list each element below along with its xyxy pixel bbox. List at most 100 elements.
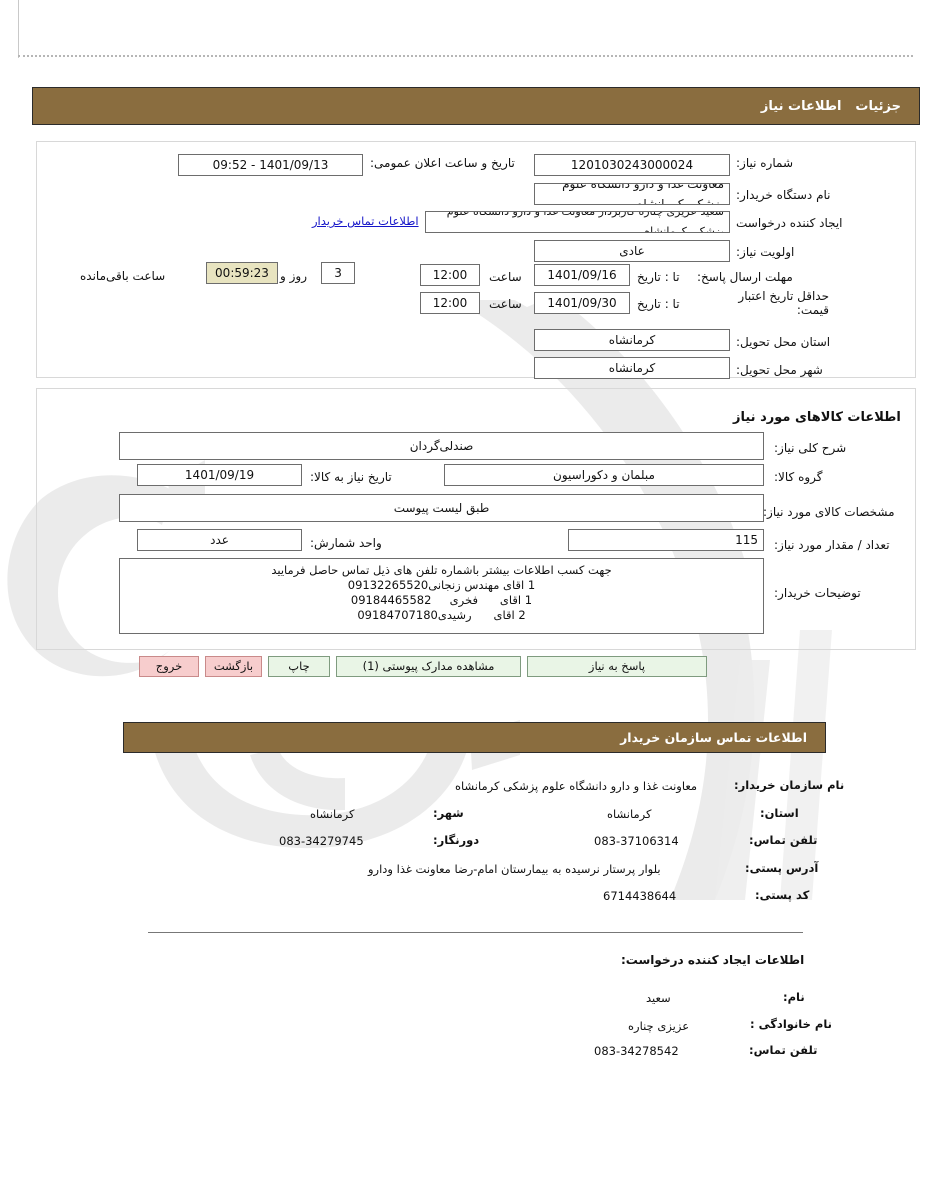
creator-first-name-label: نام: [783, 990, 805, 1004]
validity-date-value: 1401/09/30 [534, 292, 630, 314]
contact-province-label: استان: [760, 806, 799, 820]
remaining-hours-label: ساعت باقی‌مانده [80, 269, 166, 283]
spec-label-wrap: مشخصات کالای مورد نیاز: [763, 505, 895, 519]
goods-spec-value: طبق لیست پیوست [119, 494, 764, 522]
buyer-notes-line: 2 اقای رشیدی09184707180 [357, 608, 526, 622]
buyer-notes-line: 1 اقای فخری 09184465582 [350, 593, 533, 607]
need-number-label: شماره نیاز: [736, 156, 793, 170]
buyer-notes-line: جهت کسب اطلاعات بیشتر باشماره تلفن های ذ… [271, 563, 612, 577]
goods-need-date-value: 1401/09/19 [137, 464, 302, 486]
goods-qty-value: 115 [568, 529, 764, 551]
creator-last-name-label: نام خانوادگی : [750, 1017, 832, 1031]
delivery-city-label: شهر محل تحویل: [736, 363, 823, 377]
countdown-timer: 00:59:23 [206, 262, 278, 284]
buyer-notes-value: جهت کسب اطلاعات بیشتر باشماره تلفن های ذ… [119, 558, 764, 634]
province-label-wrap: استان محل تحویل: [736, 335, 830, 349]
days-word-label: روز و [280, 269, 307, 283]
section-header-need: جزئیات اطلاعات نیاز [32, 87, 920, 125]
group-label-wrap: گروه کالا: [774, 470, 823, 484]
unit-label-wrap: واحد شمارش: [310, 536, 382, 550]
deadline-time-value: 12:00 [420, 264, 480, 286]
priority-label-wrap: اولویت نیاز: [736, 245, 794, 259]
buyer-org-value: معاونت غذا و دارو دانشگاه علوم پزشکی کرم… [534, 183, 730, 205]
contact-postal-value: 6714438644 [603, 889, 677, 903]
creator-phone-label: تلفن تماس: [749, 1043, 818, 1057]
contact-fax-label: دورنگار: [433, 833, 480, 847]
validity-hour-wrap: ساعت [489, 297, 522, 311]
contact-province-value: کرمانشاه [607, 807, 652, 821]
view-attachments-button[interactable]: مشاهده مدارک پیوستی (1) [336, 656, 521, 677]
validity-until-label: تا : تاریخ [637, 297, 680, 311]
validity-hour-label: ساعت [489, 297, 522, 311]
contact-section-title: اطلاعات تماس سازمان خریدار [620, 730, 807, 745]
remaining-days-value: 3 [321, 262, 355, 284]
buyer-org-label: نام دستگاه خریدار: [736, 188, 831, 202]
back-button[interactable]: بازگشت [205, 656, 262, 677]
need-number-row: شماره نیاز: [736, 156, 793, 170]
contact-city-label: شهر: [433, 806, 464, 820]
respond-to-need-button[interactable]: پاسخ به نیاز [527, 656, 707, 677]
priority-label: اولویت نیاز: [736, 245, 795, 259]
contact-address-value: بلوار پرستار نرسیده به بیمارستان امام-رض… [368, 862, 661, 876]
goods-need-date-label: تاریخ نیاز به کالا: [310, 470, 392, 484]
print-button[interactable]: چاپ [268, 656, 330, 677]
buyer-org-label-wrap: نام دستگاه خریدار: [736, 188, 831, 202]
deadline-until-wrap: تا : تاریخ [637, 270, 680, 284]
announce-label-wrap: تاریخ و ساعت اعلان عمومی: [370, 156, 515, 170]
validity-time-value: 12:00 [420, 292, 480, 314]
delivery-province-label: استان محل تحویل: [736, 335, 831, 349]
deadline-hour-wrap: ساعت [489, 270, 522, 284]
goods-qty-label: تعداد / مقدار مورد نیاز: [774, 538, 890, 552]
goods-group-label: گروه کالا: [774, 470, 823, 484]
creator-phone-value: 083-34278542 [594, 1044, 679, 1058]
creator-section-title: اطلاعات ایجاد کننده درخواست: [621, 953, 805, 967]
exit-button[interactable]: خروج [139, 656, 199, 677]
section-header-contact: اطلاعات تماس سازمان خریدار [123, 722, 826, 753]
deadline-label: مهلت ارسال پاسخ: [697, 270, 793, 284]
remaining-label-wrap: ساعت باقی‌مانده [80, 269, 165, 283]
goods-section-title: اطلاعات کالاهای مورد نیاز [733, 410, 901, 425]
deadline-hour-label: ساعت [489, 270, 522, 284]
qty-label-wrap: تعداد / مقدار مورد نیاز: [774, 538, 890, 552]
contact-address-label: آدرس پستی: [745, 861, 819, 875]
contact-org-label: نام سازمان خریدار: [734, 778, 845, 792]
creator-section-divider [148, 932, 803, 933]
creator-first-name-value: سعید [646, 991, 671, 1005]
announce-label: تاریخ و ساعت اعلان عمومی: [370, 156, 515, 170]
header-details-label: جزئیات [855, 98, 901, 114]
deadline-label-wrap: مهلت ارسال پاسخ: [697, 270, 793, 284]
contact-org-value: معاونت غذا و دارو دانشگاه علوم پزشکی کرم… [455, 779, 698, 793]
header-need-info-label: اطلاعات نیاز [760, 98, 842, 114]
city-label-wrap: شهر محل تحویل: [736, 363, 823, 377]
goods-unit-label: واحد شمارش: [310, 536, 382, 550]
days-word-wrap: روز و [280, 269, 307, 283]
validity-until-wrap: تا : تاریخ [637, 297, 680, 311]
need-summary-label: شرح کلی نیاز: [774, 441, 847, 455]
buyer-notes-label: توضیحات خریدار: [774, 586, 861, 600]
contact-city-value: کرمانشاه [310, 807, 355, 821]
creator-value: سعید عزیزی چناره کاربرداز معاونت غذا و د… [425, 211, 730, 233]
notes-label-wrap: توضیحات خریدار: [774, 586, 861, 600]
announce-value: 1401/09/13 - 09:52 [178, 154, 363, 176]
creator-label-wrap: ایجاد کننده درخواست [736, 216, 843, 230]
priority-value: عادی [534, 240, 730, 262]
delivery-city-value: کرمانشاه [534, 357, 730, 379]
contact-phone-value: 083-37106314 [594, 834, 679, 848]
contact-phone-label: تلفن تماس: [749, 833, 818, 847]
contact-postal-label: کد پستی: [755, 888, 810, 902]
need-number-value: 1201030243000024 [534, 154, 730, 176]
goods-group-value: مبلمان و دکوراسیون [444, 464, 764, 486]
buyer-contact-link[interactable]: اطلاعات تماس خریدار [312, 214, 419, 228]
page-dotted-divider [18, 55, 913, 57]
creator-last-name-value: عزیزی چناره [628, 1019, 690, 1033]
goods-spec-label: مشخصات کالای مورد نیاز: [763, 505, 895, 519]
contact-fax-value: 083-34279745 [279, 834, 364, 848]
goods-unit-value: عدد [137, 529, 302, 551]
action-button-row: خروج بازگشت چاپ مشاهده مدارک پیوستی (1) … [139, 656, 707, 677]
creator-label: ایجاد کننده درخواست [736, 216, 843, 230]
validity-label-wrap: حداقل تاریخ اعتبار قیمت: [709, 289, 829, 317]
delivery-province-value: کرمانشاه [534, 329, 730, 351]
summary-label-wrap: شرح کلی نیاز: [774, 441, 846, 455]
deadline-date-value: 1401/09/16 [534, 264, 630, 286]
deadline-until-label: تا : تاریخ [637, 270, 680, 284]
